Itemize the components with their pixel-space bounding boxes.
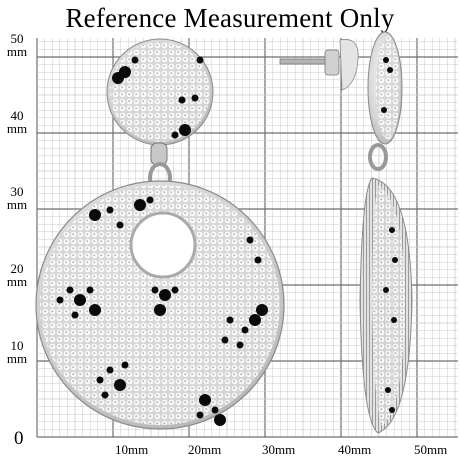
black-stone — [114, 379, 126, 391]
black-stone — [106, 206, 114, 214]
black-stone — [191, 94, 199, 102]
black-stone — [146, 196, 154, 204]
earring-front-view — [35, 38, 285, 430]
black-stone — [387, 67, 393, 73]
black-stone — [214, 414, 226, 426]
black-stone — [131, 56, 139, 64]
black-stone — [171, 286, 179, 294]
black-stone-clusters — [56, 56, 268, 426]
black-stone — [179, 124, 191, 136]
page-title: Reference Measurement Only — [65, 3, 395, 33]
black-stone — [199, 394, 211, 406]
black-stone — [256, 304, 268, 316]
black-stone — [106, 366, 114, 374]
black-stone — [241, 326, 249, 334]
y-label-50: 50 mm — [6, 31, 28, 59]
x-label-30mm: 30mm — [262, 442, 296, 457]
black-stone — [134, 199, 146, 211]
y-label-30: 30 mm — [6, 184, 28, 212]
black-stone — [211, 406, 219, 414]
y-label-10: 10 mm — [6, 338, 28, 366]
black-stone — [56, 296, 64, 304]
black-stone — [159, 289, 171, 301]
x-label-20mm: 20mm — [188, 442, 222, 457]
black-stone — [389, 407, 395, 413]
black-stone — [246, 236, 254, 244]
black-stone — [383, 287, 389, 293]
black-stone — [96, 376, 104, 384]
black-stone — [89, 304, 101, 316]
black-stone — [171, 131, 179, 139]
y-label-40: 40 mm — [6, 108, 28, 136]
black-stone — [66, 286, 74, 294]
black-stone — [116, 221, 124, 229]
black-stone — [249, 314, 261, 326]
black-stone — [154, 304, 166, 316]
y-label-20: 20 mm — [6, 261, 28, 289]
black-stone — [381, 107, 387, 113]
black-stone — [389, 227, 395, 233]
origin-label: 0 — [14, 428, 24, 449]
side-black-stones — [381, 57, 398, 413]
earring-side-view — [279, 31, 413, 434]
black-stone — [196, 56, 204, 64]
black-stone — [392, 257, 398, 263]
black-stone — [101, 391, 109, 399]
black-stone — [71, 311, 79, 319]
x-label-10mm: 10mm — [115, 442, 149, 457]
black-stone — [236, 341, 244, 349]
x-label-50mm: 50mm — [414, 442, 448, 457]
black-stone — [221, 336, 229, 344]
black-stone — [86, 286, 94, 294]
black-stone — [383, 57, 389, 63]
black-stone — [196, 411, 204, 419]
black-stone — [254, 256, 262, 264]
black-stone — [112, 72, 124, 84]
black-stone — [226, 316, 234, 324]
black-stone — [385, 387, 391, 393]
black-stone — [178, 96, 186, 104]
black-stone — [89, 209, 101, 221]
black-stone — [391, 317, 397, 323]
black-stone — [121, 361, 129, 369]
black-stone — [74, 294, 86, 306]
black-stone — [151, 286, 159, 294]
x-label-40mm: 40mm — [338, 442, 372, 457]
